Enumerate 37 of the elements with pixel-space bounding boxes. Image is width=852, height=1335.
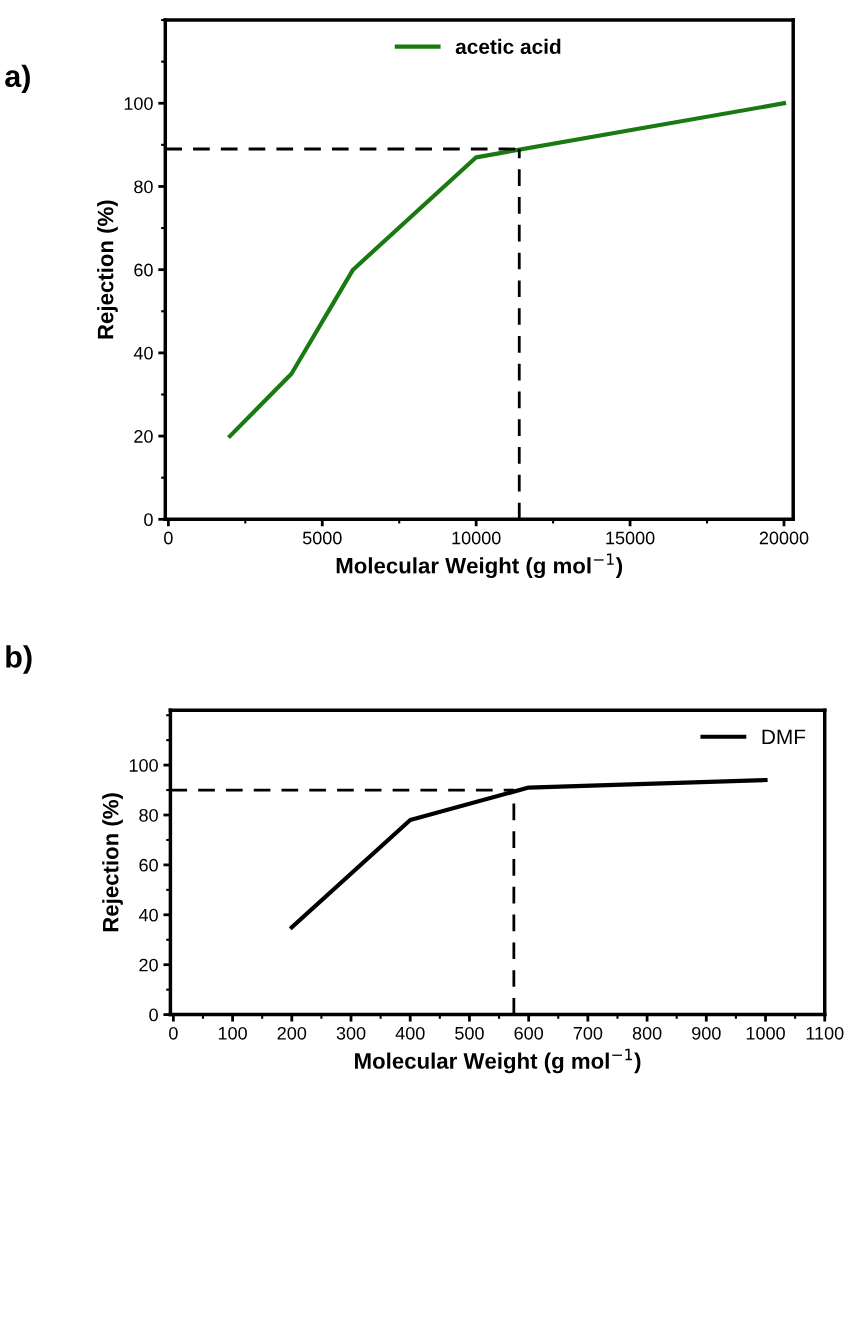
- x-tick-label: 100: [218, 1026, 247, 1040]
- y-tick-label: 20: [134, 430, 153, 443]
- y-axis-title: Rejection (%): [102, 793, 123, 932]
- x-tick-label: 800: [632, 1026, 662, 1040]
- text: b): [6, 645, 32, 674]
- y-tick-label: 20: [139, 958, 158, 972]
- y-tick-label: 100: [124, 97, 153, 110]
- y-tick-label: 60: [134, 263, 153, 277]
- x-tick-label: 0: [164, 531, 173, 545]
- text: a): [5, 64, 30, 94]
- y-tick-label: 80: [139, 808, 158, 822]
- x-tick-label: 10000: [452, 531, 501, 545]
- y-tick-label: 40: [133, 346, 153, 360]
- y-tick-label: 0: [144, 513, 153, 527]
- x-tick-label: 1100: [806, 1026, 844, 1040]
- y-tick-label: 60: [139, 858, 158, 872]
- x-tick-label: 600: [514, 1026, 544, 1040]
- x-axis-title: Molecular Weight (g mol$^{−1}$): [355, 1048, 641, 1074]
- x-tick-label: 900: [692, 1026, 721, 1040]
- x-tick-label: 20000: [759, 531, 809, 545]
- y-tick-label: 80: [134, 180, 153, 194]
- legend-label: acetic acid: [455, 38, 561, 55]
- x-tick-label: 500: [455, 1026, 484, 1040]
- x-tick-label: 400: [395, 1026, 425, 1040]
- x-tick-label: 700: [573, 1026, 603, 1040]
- y-tick-label: 100: [129, 759, 158, 772]
- legend-label: DMF: [762, 729, 806, 745]
- x-tick-label: 0: [169, 1026, 178, 1040]
- x-tick-label: 300: [336, 1026, 366, 1040]
- x-tick-label: 5000: [302, 531, 342, 545]
- x-tick-label: 200: [277, 1026, 307, 1040]
- y-tick-label: 0: [149, 1008, 158, 1022]
- x-axis-title: Molecular Weight (g mol$^{−1}$): [336, 553, 623, 579]
- y-tick-label: 40: [138, 908, 158, 922]
- x-tick-label: 1000: [746, 1026, 785, 1040]
- x-tick-label: 15000: [606, 531, 655, 545]
- y-axis-title: Rejection (%): [97, 200, 118, 339]
